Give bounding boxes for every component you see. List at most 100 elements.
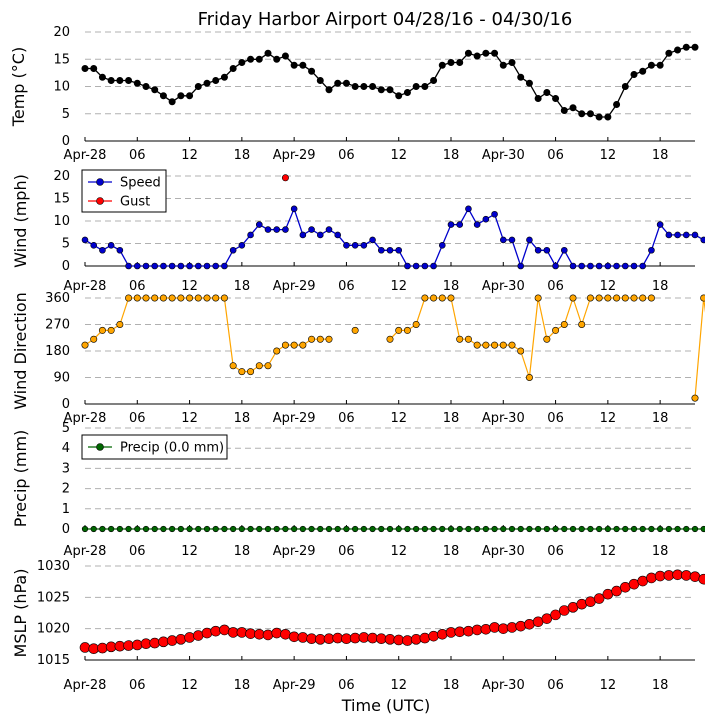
precip-point — [648, 525, 655, 533]
direction-point — [299, 341, 307, 349]
speed-point — [499, 236, 507, 244]
temp-xtick-label: Apr-30 — [482, 148, 525, 163]
temp-point — [412, 83, 420, 91]
precip-point — [622, 525, 629, 533]
wind-xtick-label: 12 — [390, 279, 407, 294]
temp-xtick-label: 06 — [338, 148, 355, 163]
speed-point — [351, 242, 359, 249]
speed-point — [587, 262, 594, 270]
figure-title: Friday Harbor Airport 04/28/16 - 04/30/1… — [198, 9, 573, 30]
direction-xtick-label: Apr-28 — [64, 411, 107, 426]
mslp-point — [79, 642, 91, 653]
mslp-point — [219, 624, 230, 636]
precip-xtick-label: 12 — [390, 544, 407, 559]
temp-point — [351, 83, 359, 91]
speed-point — [369, 236, 376, 244]
direction-point — [447, 294, 455, 302]
direction-xtick-label: 18 — [652, 411, 669, 426]
precip-ytick-label: 4 — [62, 441, 70, 456]
precip-point — [256, 525, 263, 533]
speed-point — [630, 262, 638, 270]
temp-xtick-label: 18 — [443, 148, 460, 163]
speed-point — [221, 262, 228, 270]
temp-point — [220, 73, 228, 81]
mslp-point — [419, 632, 431, 644]
speed-point — [142, 262, 150, 270]
mslp-point — [428, 630, 439, 642]
temp-point — [342, 79, 350, 87]
temp-ytick-label: 10 — [53, 80, 70, 95]
temp-point — [656, 61, 664, 69]
direction-point — [691, 394, 699, 402]
temp-point — [308, 67, 316, 75]
direction-xtick-label: Apr-30 — [482, 411, 525, 426]
speed-point — [125, 262, 132, 270]
precip-point — [317, 525, 324, 533]
speed-point — [560, 246, 568, 254]
mslp-point — [262, 629, 274, 641]
temp-point — [543, 88, 551, 96]
speed-point — [308, 226, 315, 233]
temp-point — [194, 83, 202, 91]
direction-point — [421, 294, 429, 302]
temp-point — [525, 79, 533, 87]
speed-point — [412, 262, 420, 270]
speed-point — [316, 231, 324, 239]
precip-xtick-label: 12 — [600, 544, 617, 559]
precip-point — [517, 525, 524, 533]
speed-point — [508, 236, 516, 244]
mslp-xtick-label: 06 — [547, 678, 564, 693]
precip-point — [526, 525, 533, 533]
temp-point — [639, 67, 647, 75]
mslp-ytick-label: 1020 — [37, 622, 70, 637]
direction-point — [613, 294, 621, 302]
speed-point — [133, 262, 141, 270]
direction-xtick-label: 18 — [234, 411, 251, 426]
wind-xtick-label: 12 — [600, 279, 617, 294]
speed-point — [613, 262, 620, 270]
precip-point — [569, 525, 577, 533]
mslp-point — [410, 634, 422, 645]
direction-point — [90, 335, 98, 343]
direction-ytick-label: 180 — [45, 344, 70, 359]
temp-point — [482, 49, 490, 57]
temp-point — [81, 65, 89, 73]
temp-point — [421, 83, 429, 91]
temp-xtick-label: 18 — [652, 148, 669, 163]
precip-point — [474, 525, 481, 533]
direction-point — [595, 294, 603, 302]
direction-xtick-label: 06 — [129, 411, 146, 426]
wind-y-axis-label: Wind (mph) — [11, 174, 30, 268]
mslp-point — [689, 571, 701, 582]
temp-point — [334, 79, 342, 87]
direction-point — [107, 326, 115, 334]
mslp-point — [497, 623, 509, 634]
precip-xtick-label: 18 — [652, 544, 669, 559]
speed-point — [604, 262, 612, 270]
gust-point — [281, 174, 289, 182]
temp-point — [552, 94, 560, 102]
precip-ytick-label: 1 — [62, 502, 70, 517]
wind-xtick-label: 12 — [181, 279, 198, 294]
direction-point — [194, 294, 202, 302]
speed-point — [456, 221, 464, 228]
temp-point — [98, 73, 106, 81]
precip-point — [195, 525, 202, 533]
precip-point — [674, 525, 681, 533]
mslp-y-axis-label: MSLP (hPa) — [11, 569, 30, 658]
temp-point — [508, 59, 516, 67]
legend-marker — [96, 443, 104, 451]
temp-point — [281, 52, 289, 60]
mslp-point — [236, 627, 248, 638]
speed-point — [160, 262, 167, 270]
wind-xtick-label: 06 — [338, 279, 355, 294]
speed-point — [421, 262, 429, 270]
precip-point — [413, 525, 420, 533]
mslp-point — [297, 632, 309, 643]
mslp-ytick-label: 1015 — [37, 653, 70, 668]
precip-xtick-label: 12 — [181, 544, 198, 559]
precip-point — [465, 525, 472, 533]
mslp-ytick-label: 1030 — [37, 559, 70, 574]
direction-y-axis-label: Wind Direction — [11, 292, 30, 410]
